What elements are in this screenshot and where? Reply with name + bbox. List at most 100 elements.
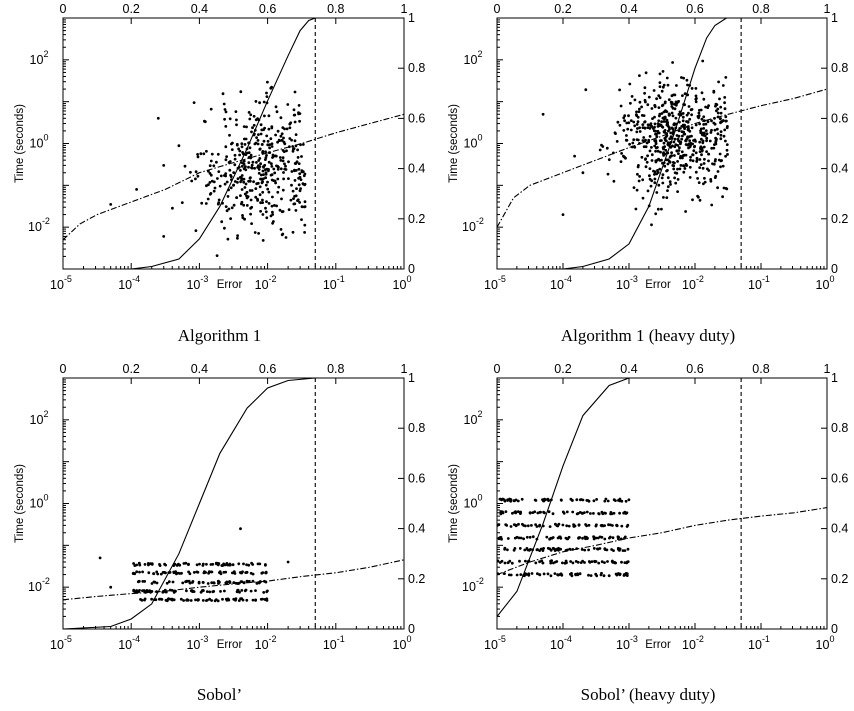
y-tick-label: 102: [30, 409, 49, 427]
scatter-point: [678, 167, 682, 171]
scatter-point: [266, 589, 269, 593]
scatter-point: [559, 498, 563, 502]
scatter-point: [242, 180, 246, 184]
scatter-point: [725, 143, 729, 147]
scatter-point: [628, 142, 631, 146]
scatter-point: [611, 560, 615, 564]
scatter-point: [286, 103, 290, 106]
scatter-point: [287, 208, 291, 212]
scatter-point: [524, 559, 527, 563]
scatter-point: [646, 103, 650, 107]
scatter-point: [571, 510, 575, 514]
scatter-point: [177, 144, 181, 148]
scatter-point: [225, 180, 229, 184]
scatter-point: [232, 171, 236, 175]
scatter-point: [512, 499, 516, 503]
scatter-point: [589, 574, 593, 577]
scatter-point: [249, 198, 253, 202]
scatter-point: [592, 547, 596, 550]
top-tick-label: 1: [824, 2, 831, 16]
scatter-point: [231, 571, 234, 575]
scatter-point: [265, 216, 269, 220]
scatter-point: [190, 179, 194, 183]
scatter-point: [675, 134, 679, 137]
scatter-point: [685, 164, 689, 167]
scatter-point: [561, 561, 564, 565]
scatter-point: [212, 164, 216, 168]
x-tick-label: 10-5: [50, 634, 72, 652]
scatter-point: [638, 100, 642, 104]
scatter-point: [191, 580, 195, 583]
scatter-point: [293, 90, 297, 94]
scatter-point: [281, 232, 285, 236]
scatter-point: [250, 163, 254, 167]
scatter-point: [238, 149, 242, 153]
scatter-point: [629, 119, 633, 122]
scatter-point: [266, 180, 269, 184]
scatter-point: [196, 153, 200, 156]
scatter-point: [293, 179, 297, 182]
scatter-point: [558, 535, 562, 539]
scatter-point: [531, 535, 535, 539]
scatter-point: [681, 134, 684, 138]
scatter-point: [258, 185, 262, 189]
scatter-point: [505, 524, 509, 527]
scatter-point: [617, 547, 620, 550]
scatter-point: [652, 89, 656, 92]
time-quantile-line: [497, 88, 827, 228]
scatter-point: [549, 548, 553, 552]
scatter-point: [702, 123, 706, 126]
scatter-point: [194, 170, 198, 174]
scatter-point: [269, 214, 273, 218]
scatter-point: [247, 111, 251, 114]
scatter-point: [686, 128, 690, 132]
scatter-point: [138, 570, 141, 574]
scatter-point: [643, 98, 647, 102]
scatter-point: [686, 135, 689, 139]
scatter-point: [692, 149, 696, 153]
scatter-point: [671, 61, 674, 64]
scatter-point: [695, 156, 699, 160]
scatter-point: [705, 150, 708, 154]
scatter-point: [606, 499, 610, 503]
scatter-point: [146, 562, 150, 565]
scatter-point: [153, 580, 157, 584]
scatter-point: [293, 168, 296, 172]
scatter-point: [200, 201, 204, 205]
scatter-point: [262, 591, 266, 594]
scatter-point: [717, 80, 720, 84]
scatter-point: [668, 155, 672, 159]
scatter-point: [247, 563, 251, 567]
scatter-point: [666, 124, 670, 128]
scatter-point: [612, 511, 616, 515]
scatter-point: [545, 535, 549, 539]
scatter-point: [542, 572, 546, 576]
scatter-point: [633, 124, 637, 128]
scatter-point: [501, 510, 504, 514]
top-tick-label: 0.2: [554, 2, 571, 16]
scatter-point: [653, 144, 657, 148]
scatter-point: [211, 590, 215, 594]
scatter-point: [557, 546, 560, 550]
right-tick-label: 0: [831, 622, 838, 636]
scatter-point: [663, 100, 667, 104]
scatter-point: [583, 548, 587, 552]
y-tick-label: 102: [464, 409, 483, 427]
scatter-point: [519, 511, 522, 515]
scatter-point: [716, 132, 720, 136]
scatter-point: [257, 171, 261, 175]
scatter-point: [548, 525, 552, 528]
scatter-point: [264, 598, 267, 602]
scatter-point: [641, 123, 645, 126]
scatter-point: [632, 186, 636, 190]
scatter-point: [657, 106, 661, 109]
scatter-point: [281, 156, 285, 160]
scatter-point: [687, 111, 690, 115]
scatter-point: [303, 182, 307, 186]
scatter-point: [698, 198, 702, 202]
scatter-point: [667, 159, 671, 163]
scatter-point: [671, 144, 674, 148]
error-cdf-line: [63, 378, 404, 629]
scatter-point: [210, 581, 214, 585]
scatter-point: [694, 87, 698, 90]
